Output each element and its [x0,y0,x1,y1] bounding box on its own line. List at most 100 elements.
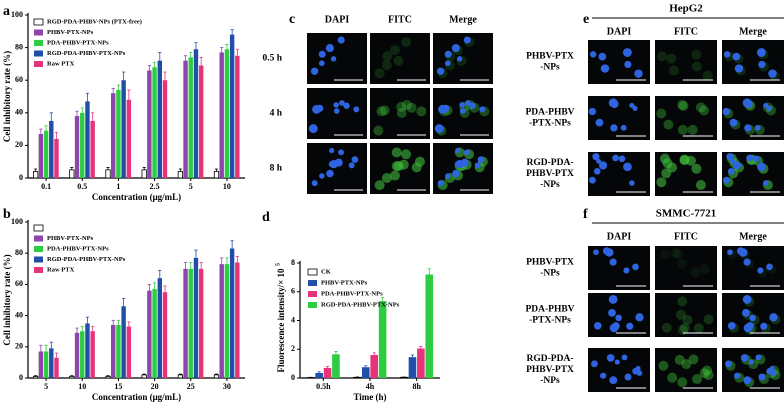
panel-label: c [289,12,295,27]
nucleus [618,155,626,163]
error-bar [91,326,95,332]
legend-swatch [34,246,43,252]
fitc-signal [677,296,688,307]
error-bar [163,285,167,293]
bar [90,331,95,378]
nucleus [632,263,639,271]
error-bar [199,56,203,66]
nucleus [589,176,596,184]
error-bar [225,43,229,50]
nucleus [610,124,618,132]
nucleus [615,314,622,322]
column-header: Merge [739,26,767,37]
y-tick-label: 60 [15,279,23,288]
row-label: PHBV-PTX [526,258,574,268]
nucleus [632,105,638,112]
y-axis-label: Cell inhibitory rate (%) [2,254,12,345]
bar [85,101,90,178]
row-label: -NPs [540,180,560,190]
bar [38,351,44,378]
nucleus [734,372,741,379]
micrograph [655,96,717,140]
fitc-signal [373,125,384,136]
row-label: PHBV-PTX [526,365,574,375]
y-tick-label: 8 [291,258,295,267]
nucleus [329,147,335,154]
error-bar [75,110,79,117]
error-bar [220,257,224,265]
legend-swatch [33,18,44,26]
nucleus [319,173,325,179]
fitc-signal [396,101,407,112]
nucleus [610,99,619,109]
panel-title: HepG2 [669,3,703,15]
error-bar [116,84,121,90]
error-bar [75,327,79,333]
nucleus [725,360,732,368]
legend-swatch [34,61,43,67]
fitc-signal [677,124,688,135]
error-bar [152,282,157,290]
nucleus [742,294,752,304]
bar [213,171,220,179]
nucleus [353,106,360,113]
legend-label: PHBV-PTX-NPs [47,29,94,36]
y-tick-label: 20 [15,342,23,351]
nucleus [434,124,444,134]
bar [188,57,193,178]
legend-label: PDA-PHBV-PTX-NPs [321,290,383,297]
error-bar [44,125,48,131]
fitc-signal [393,55,404,66]
nucleus [754,124,761,131]
error-bar [419,345,423,349]
nucleus [744,99,753,109]
y-tick-label: 60 [15,75,23,84]
legend-swatch [308,291,317,297]
nucleus [337,36,345,44]
error-bar [70,375,74,377]
nucleus [624,373,632,381]
bar [54,357,59,378]
micrograph [307,143,367,194]
error-bar [49,341,53,349]
legend-label: RGD-PDA-PHBV-NPs (PTX-free) [47,18,142,25]
bar [33,171,39,179]
fitc-signal [677,259,688,270]
bar [121,306,126,378]
error-bar [122,298,126,307]
nucleus [589,51,597,58]
fitc-signal [661,322,672,333]
fitc-signal [374,68,385,79]
fitc-signal [670,247,681,258]
error-bar [49,112,53,121]
row-label: -PTX-NPs [529,316,571,326]
fitc-signal [381,60,392,71]
x-tick-label: 2.5 [150,182,160,191]
nucleus [348,162,355,169]
bar [323,367,332,378]
x-axis-label: Time (h) [353,392,386,402]
micrograph [588,40,650,84]
y-tick-label: 100 [11,10,23,19]
x-tick-label: 1 [116,182,120,191]
error-bar [54,131,59,139]
x-tick-label: 8h [412,382,421,391]
y-tick-label: 0 [291,373,295,382]
legend-swatch [308,302,317,308]
error-bar [85,316,90,324]
fitc-signal [381,172,392,183]
error-bar [178,373,182,375]
nucleus [442,104,450,112]
fitc-signal [416,106,427,117]
x-tick-label: 20 [151,382,159,391]
bar [80,331,85,378]
nucleus [608,309,616,317]
error-bar [111,87,115,94]
nucleus [593,167,601,175]
y-tick-label: 4 [291,315,295,324]
nucleus [766,263,773,271]
fitc-signal [661,168,672,179]
bar [111,324,116,378]
bar [74,116,80,178]
